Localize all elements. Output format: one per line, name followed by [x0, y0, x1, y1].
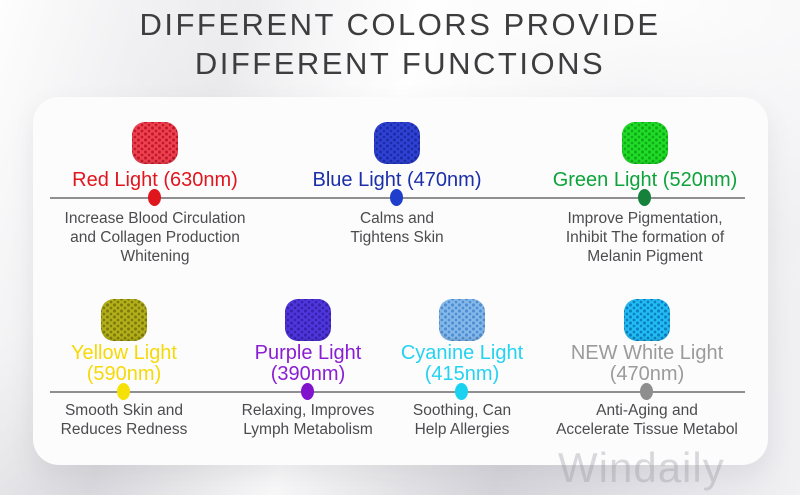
white-light-column: NEW White Light (470nm) Anti-Aging and A…	[527, 299, 767, 439]
blue-light-description: Calms and Tightens Skin	[350, 210, 444, 246]
yellow-light-column: Yellow Light (590nm) Smooth Skin and Red…	[34, 299, 214, 439]
yellow-led-icon	[101, 299, 147, 341]
purple-marker-dot	[301, 383, 314, 400]
content-card: Red Light (630nm) Increase Blood Circula…	[33, 97, 768, 465]
red-marker-dot	[148, 189, 161, 206]
purple-light-label: Purple Light (390nm)	[254, 342, 362, 385]
green-marker-dot	[638, 189, 651, 206]
white-light-description: Anti-Aging and Accelerate Tissue Metabol	[556, 402, 738, 438]
cyanine-marker-dot	[455, 383, 468, 400]
red-light-column: Red Light (630nm) Increase Blood Circula…	[40, 122, 270, 266]
cyanine-light-label: Cyanine Light (415nm)	[400, 342, 524, 385]
blue-led-icon	[374, 122, 420, 164]
cyanine-light-description: Soothing, Can Help Allergies	[412, 402, 512, 438]
purple-light-column: Purple Light (390nm) Relaxing, Improves …	[218, 299, 398, 439]
red-light-label: Red Light (630nm)	[72, 169, 238, 191]
yellow-marker-dot	[117, 383, 130, 400]
white-marker-dot	[640, 383, 653, 400]
divider-row2	[50, 391, 745, 393]
red-led-icon	[132, 122, 178, 164]
green-light-label: Green Light (520nm)	[552, 169, 738, 191]
cyanine-light-column: Cyanine Light (415nm) Soothing, Can Help…	[377, 299, 547, 439]
page-title: DIFFERENT COLORS PROVIDE DIFFERENT FUNCT…	[0, 5, 800, 83]
yellow-light-label: Yellow Light (590nm)	[70, 342, 177, 385]
red-light-description: Increase Blood Circulation and Collagen …	[64, 210, 246, 265]
white-light-label: NEW White Light (470nm)	[570, 342, 724, 385]
page-title-line1: DIFFERENT COLORS PROVIDE	[139, 7, 661, 42]
green-led-icon	[622, 122, 668, 164]
blue-light-label: Blue Light (470nm)	[312, 169, 482, 191]
purple-light-description: Relaxing, Improves Lymph Metabolism	[241, 402, 375, 438]
green-light-description: Improve Pigmentation, Inhibit The format…	[565, 210, 725, 265]
blue-light-column: Blue Light (470nm) Calms and Tightens Sk…	[282, 122, 512, 247]
yellow-light-description: Smooth Skin and Reduces Redness	[60, 402, 188, 438]
white-led-icon	[624, 299, 670, 341]
cyanine-led-icon	[439, 299, 485, 341]
page-title-line2: DIFFERENT FUNCTIONS	[194, 46, 606, 81]
watermark: Windaily	[558, 444, 725, 491]
blue-marker-dot	[390, 189, 403, 206]
green-light-column: Green Light (520nm) Improve Pigmentation…	[530, 122, 760, 266]
purple-led-icon	[285, 299, 331, 341]
